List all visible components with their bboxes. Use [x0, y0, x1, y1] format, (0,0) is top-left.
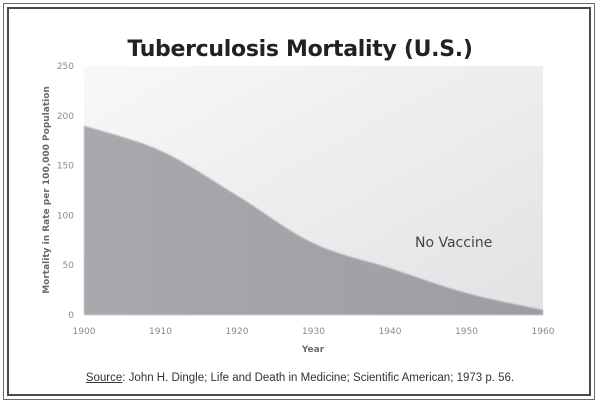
- x-tick-label: 1900: [73, 327, 96, 337]
- x-tick-label: 1960: [532, 327, 555, 337]
- x-tick-label: 1950: [455, 327, 478, 337]
- outer-frame: [3, 3, 595, 400]
- source-label: Source: [85, 372, 123, 384]
- y-tick-label: 250: [57, 62, 74, 72]
- x-tick-label: 1920: [226, 327, 249, 337]
- chart-title: Tuberculosis Mortality (U.S.): [127, 37, 473, 62]
- y-tick-label: 200: [57, 112, 74, 122]
- y-tick-label: 100: [57, 211, 74, 221]
- inner-frame: [7, 7, 591, 396]
- x-axis-ticks: 1900 1910 1920 1930 1940 1950 1960: [73, 327, 555, 337]
- source-citation: Source: John H. Dingle; Life and Death i…: [0, 372, 600, 384]
- source-text: : John H. Dingle; Life and Death in Medi…: [122, 372, 515, 384]
- x-tick-label: 1930: [302, 327, 325, 337]
- x-tick-label: 1940: [379, 327, 402, 337]
- x-tick-label: 1910: [149, 327, 172, 337]
- y-axis-label: Mortality in Rate per 100,000 Population: [42, 86, 52, 294]
- y-tick-label: 150: [57, 162, 74, 172]
- y-axis-ticks: 0 50 100 150 200 250: [57, 62, 74, 321]
- x-axis-label: Year: [301, 345, 325, 355]
- y-tick-label: 0: [68, 311, 74, 321]
- annotation-no-vaccine: No Vaccine: [415, 235, 492, 251]
- area-series-no-vaccine: [84, 125, 543, 315]
- y-tick-label: 50: [63, 261, 75, 271]
